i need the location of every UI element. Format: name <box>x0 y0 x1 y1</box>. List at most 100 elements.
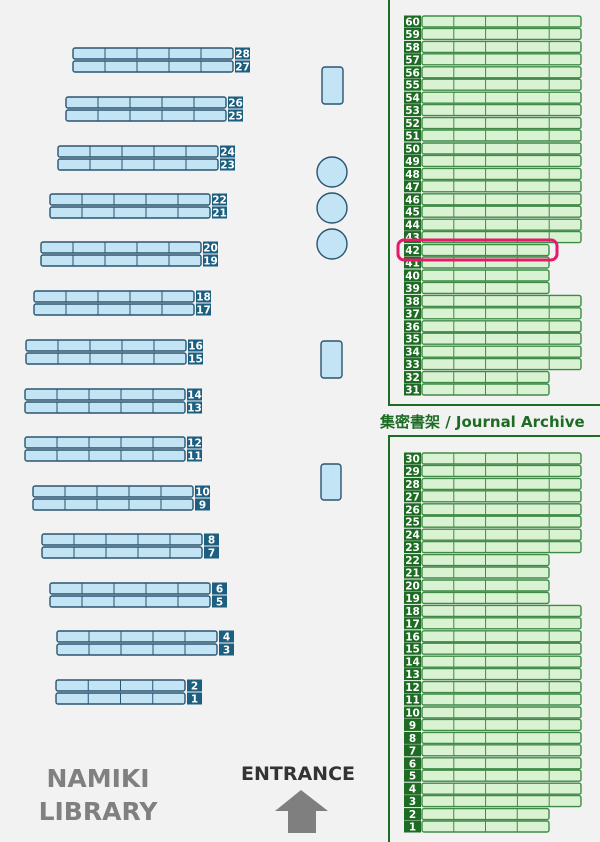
shelf-6[interactable]: 6 <box>404 757 582 770</box>
shelf-body[interactable] <box>421 53 582 66</box>
shelf-52[interactable]: 52 <box>404 116 582 130</box>
shelf-20[interactable]: 20 <box>404 579 550 593</box>
shelf-19[interactable]: 19 <box>40 254 218 268</box>
shelf-2[interactable]: 2 <box>404 807 550 821</box>
shelf-18[interactable]: 18 <box>404 604 582 618</box>
shelf-body[interactable] <box>65 109 227 122</box>
shelf-body[interactable] <box>24 436 186 449</box>
shelf-7[interactable]: 7 <box>404 744 582 757</box>
shelf-body[interactable] <box>421 320 582 333</box>
shelf-body[interactable] <box>421 40 582 54</box>
shelf-body[interactable] <box>33 303 195 316</box>
shelf-body[interactable] <box>421 630 582 643</box>
shelf-body[interactable] <box>421 706 582 719</box>
shelf-body[interactable] <box>421 477 582 491</box>
shelf-47[interactable]: 47 <box>404 180 582 193</box>
shelf-27[interactable]: 27 <box>404 490 582 503</box>
shelf-body[interactable] <box>421 718 582 732</box>
shelf-26[interactable]: 26 <box>404 503 582 516</box>
shelf-50[interactable]: 50 <box>404 142 582 156</box>
shelf-19[interactable]: 19 <box>404 591 550 605</box>
shelf-49[interactable]: 49 <box>404 154 582 168</box>
shelf-25[interactable]: 25 <box>65 109 243 123</box>
shelf-31[interactable]: 31 <box>404 383 550 397</box>
shelf-6[interactable]: 6 <box>49 582 227 596</box>
shelf-body[interactable] <box>421 193 582 206</box>
shelf-60[interactable]: 60 <box>404 15 582 29</box>
shelf-body[interactable] <box>41 546 203 559</box>
shelf-17[interactable]: 17 <box>404 617 582 630</box>
shelf-body[interactable] <box>421 667 582 681</box>
shelf-44[interactable]: 44 <box>404 218 582 232</box>
shelf-24[interactable]: 24 <box>404 528 582 542</box>
shelf-28[interactable]: 28 <box>72 47 250 61</box>
shelf-5[interactable]: 5 <box>49 595 227 609</box>
shelf-27[interactable]: 27 <box>72 60 250 74</box>
shelf-35[interactable]: 35 <box>404 332 582 346</box>
shelf-55[interactable]: 55 <box>404 78 582 92</box>
shelf-34[interactable]: 34 <box>404 345 582 359</box>
shelf-40[interactable]: 40 <box>404 269 550 283</box>
shelf-body[interactable] <box>421 142 582 155</box>
shelf-body[interactable] <box>24 388 186 401</box>
shelf-body[interactable] <box>72 47 234 60</box>
shelf-body[interactable] <box>57 158 219 171</box>
shelf-38[interactable]: 38 <box>404 294 582 308</box>
shelf-body[interactable] <box>421 27 582 41</box>
shelf-body[interactable] <box>421 116 582 130</box>
shelf-body[interactable] <box>49 595 211 608</box>
shelf-body[interactable] <box>421 167 582 181</box>
shelf-body[interactable] <box>421 617 582 630</box>
shelf-body[interactable] <box>421 693 582 706</box>
shelf-body[interactable] <box>56 630 218 643</box>
shelf-body[interactable] <box>32 485 194 498</box>
shelf-body[interactable] <box>40 254 202 267</box>
shelf-1[interactable]: 1 <box>55 692 202 706</box>
shelf-body[interactable] <box>421 540 582 554</box>
shelf-37[interactable]: 37 <box>404 307 582 320</box>
shelf-body[interactable] <box>49 206 211 219</box>
shelf-body[interactable] <box>421 154 582 168</box>
shelf-23[interactable]: 23 <box>404 540 582 554</box>
shelf-body[interactable] <box>25 339 187 352</box>
shelf-22[interactable]: 22 <box>49 193 227 207</box>
shelf-16[interactable]: 16 <box>404 630 582 643</box>
shelf-11[interactable]: 11 <box>404 693 582 707</box>
shelf-56[interactable]: 56 <box>404 66 582 79</box>
shelf-53[interactable]: 53 <box>404 103 582 117</box>
shelf-body[interactable] <box>33 290 195 303</box>
shelf-body[interactable] <box>421 503 582 516</box>
shelf-body[interactable] <box>25 352 187 365</box>
shelf-body[interactable] <box>421 218 582 231</box>
shelf-body[interactable] <box>41 533 203 546</box>
shelf-14[interactable]: 14 <box>24 388 202 402</box>
shelf-body[interactable] <box>32 498 194 511</box>
shelf-24[interactable]: 24 <box>57 145 235 159</box>
shelf-11[interactable]: 11 <box>24 449 202 463</box>
shelf-body[interactable] <box>421 78 582 91</box>
shelf-body[interactable] <box>421 103 582 117</box>
shelf-body[interactable] <box>421 528 582 541</box>
shelf-1[interactable]: 1 <box>404 820 550 834</box>
shelf-3[interactable]: 3 <box>404 794 582 808</box>
shelf-23[interactable]: 23 <box>57 158 235 172</box>
shelf-7[interactable]: 7 <box>41 546 219 560</box>
shelf-12[interactable]: 12 <box>404 680 582 694</box>
shelf-body[interactable] <box>49 582 211 595</box>
shelf-51[interactable]: 51 <box>404 129 582 143</box>
shelf-body[interactable] <box>65 96 227 109</box>
shelf-body[interactable] <box>421 66 582 79</box>
shelf-body[interactable] <box>24 449 186 462</box>
shelf-57[interactable]: 57 <box>404 53 582 66</box>
shelf-59[interactable]: 59 <box>404 27 582 41</box>
shelf-body[interactable] <box>421 680 582 694</box>
shelf-14[interactable]: 14 <box>404 655 582 669</box>
shelf-body[interactable] <box>40 241 202 254</box>
shelf-46[interactable]: 46 <box>404 193 582 206</box>
shelf-21[interactable]: 21 <box>404 566 550 580</box>
shelf-9[interactable]: 9 <box>32 498 210 512</box>
shelf-9[interactable]: 9 <box>404 718 582 732</box>
shelf-58[interactable]: 58 <box>404 40 582 54</box>
shelf-body[interactable] <box>421 731 582 745</box>
shelf-16[interactable]: 16 <box>25 339 203 353</box>
